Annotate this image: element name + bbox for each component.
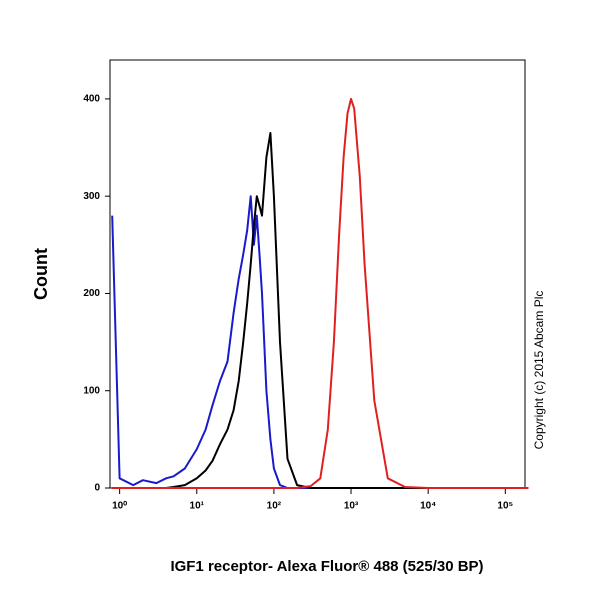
x-tick-label: 10² bbox=[267, 501, 282, 512]
x-tick-label: 10³ bbox=[344, 501, 359, 512]
series-line bbox=[111, 195, 529, 489]
y-tick-label: 400 bbox=[83, 94, 100, 105]
series-line bbox=[112, 97, 529, 489]
plot-frame bbox=[109, 59, 526, 489]
x-axis-label: IGF1 receptor- Alexa Fluor® 488 (525/30 … bbox=[170, 558, 483, 575]
y-tick-label: 300 bbox=[83, 191, 100, 202]
x-tick-label: 10⁴ bbox=[420, 501, 436, 512]
y-tick-label: 100 bbox=[83, 385, 100, 396]
x-tick-label: 10¹ bbox=[190, 501, 205, 512]
y-tick-label: 200 bbox=[83, 288, 100, 299]
series-line bbox=[112, 132, 529, 489]
y-axis-label: Count bbox=[31, 248, 51, 300]
y-tick-label: 0 bbox=[94, 483, 100, 494]
x-tick-label: 10⁰ bbox=[112, 501, 127, 512]
x-tick-label: 10⁵ bbox=[497, 501, 513, 512]
copyright-note: Copyright (c) 2015 Abcam Plc bbox=[532, 291, 546, 450]
